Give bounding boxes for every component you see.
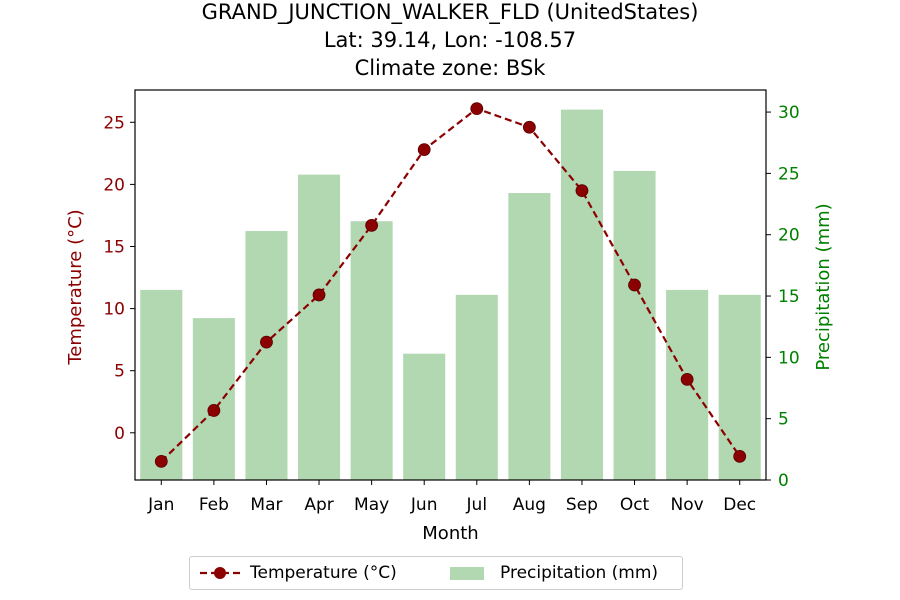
temperature-line [160,107,741,463]
left-tick-label-20: 20 [103,175,125,195]
x-tick-label-feb: Feb [199,495,229,515]
precip-bar-aug [508,193,551,481]
right-tick-label-30: 30 [778,103,800,123]
right-y-axis: 0 5 10 15 20 25 30 [766,103,800,491]
x-tick-label-jan: Jan [147,495,174,515]
precip-bar-oct [613,170,656,480]
temperature-line-layer [154,102,747,468]
legend-item-temperature: Temperature (°C) [198,557,397,589]
right-tick-label-10: 10 [778,348,800,368]
left-tick-label-10: 10 [103,300,125,320]
chart-title-line-2: Lat: 39.14, Lon: -108.57 [323,28,577,52]
left-y-axis-label: Temperature (°C) [65,209,86,365]
temperature-point-apr [312,288,326,302]
legend-item-precipitation: Precipitation (mm) [448,557,658,589]
precip-bar-mar [245,231,288,480]
x-axis: Jan Feb Mar Apr May Jun Jul Aug Sep Oct Nov Dec [147,480,756,515]
temperature-point-dec [733,450,747,463]
x-tick-label-oct: Oct [620,495,650,515]
x-tick-label-sep: Sep [566,495,598,515]
x-tick-label-nov: Nov [671,495,704,515]
right-tick-label-0: 0 [778,471,789,491]
temperature-point-may [365,218,379,232]
temperature-point-feb [207,404,221,417]
temperature-point-oct [628,278,641,292]
x-axis-label: Month [422,523,478,544]
precip-bar-feb [192,318,235,480]
x-tick-label-apr: Apr [304,495,333,515]
temperature-point-jan [154,454,168,468]
legend-temperature-swatch [200,567,240,579]
legend-precipitation-swatch [450,567,484,580]
x-tick-label-dec: Dec [723,495,756,515]
right-tick-label-25: 25 [778,164,800,184]
temperature-point-aug [522,120,536,134]
right-tick-label-15: 15 [778,287,800,307]
x-tick-label-mar: Mar [250,495,282,515]
legend: Temperature (°C) Precipitation (mm) [189,556,683,590]
temperature-point-jun [417,143,431,157]
chart-title-line-1: GRAND_JUNCTION_WALKER_FLD (UnitedStates) [201,0,699,24]
left-tick-label-25: 25 [103,113,125,133]
chart-title-line-3: Climate zone: BSk [354,56,546,80]
precip-bar-dec [718,294,761,480]
precip-bar-jan [140,289,183,480]
x-tick-label-jul: Jul [466,495,488,515]
left-tick-label-5: 5 [114,362,125,382]
temperature-point-nov [680,372,694,386]
temperature-point-mar [260,335,273,349]
precip-bar-may [350,221,393,480]
precip-bar-jun [403,353,446,480]
precipitation-bars [140,109,761,481]
left-tick-label-15: 15 [103,237,125,257]
left-tick-label-0: 0 [114,424,125,444]
plot-frame [134,89,767,481]
right-y-axis-label: Precipitation (mm) [813,203,834,370]
right-tick-label-20: 20 [778,226,800,246]
x-tick-label-aug: Aug [513,495,546,515]
precip-bar-apr [298,174,341,481]
right-tick-label-5: 5 [778,410,789,430]
legend-temperature-label: Temperature (°C) [250,563,397,583]
temperature-point-sep [575,184,589,198]
x-tick-label-may: May [354,495,389,515]
precip-bar-sep [560,109,603,480]
x-tick-label-jun: Jun [410,495,438,515]
legend-precipitation-label: Precipitation (mm) [500,563,659,583]
left-y-axis: 0 5 10 15 20 25 [103,113,135,444]
temperature-point-jul [470,102,484,116]
precip-bar-jul [455,294,498,480]
